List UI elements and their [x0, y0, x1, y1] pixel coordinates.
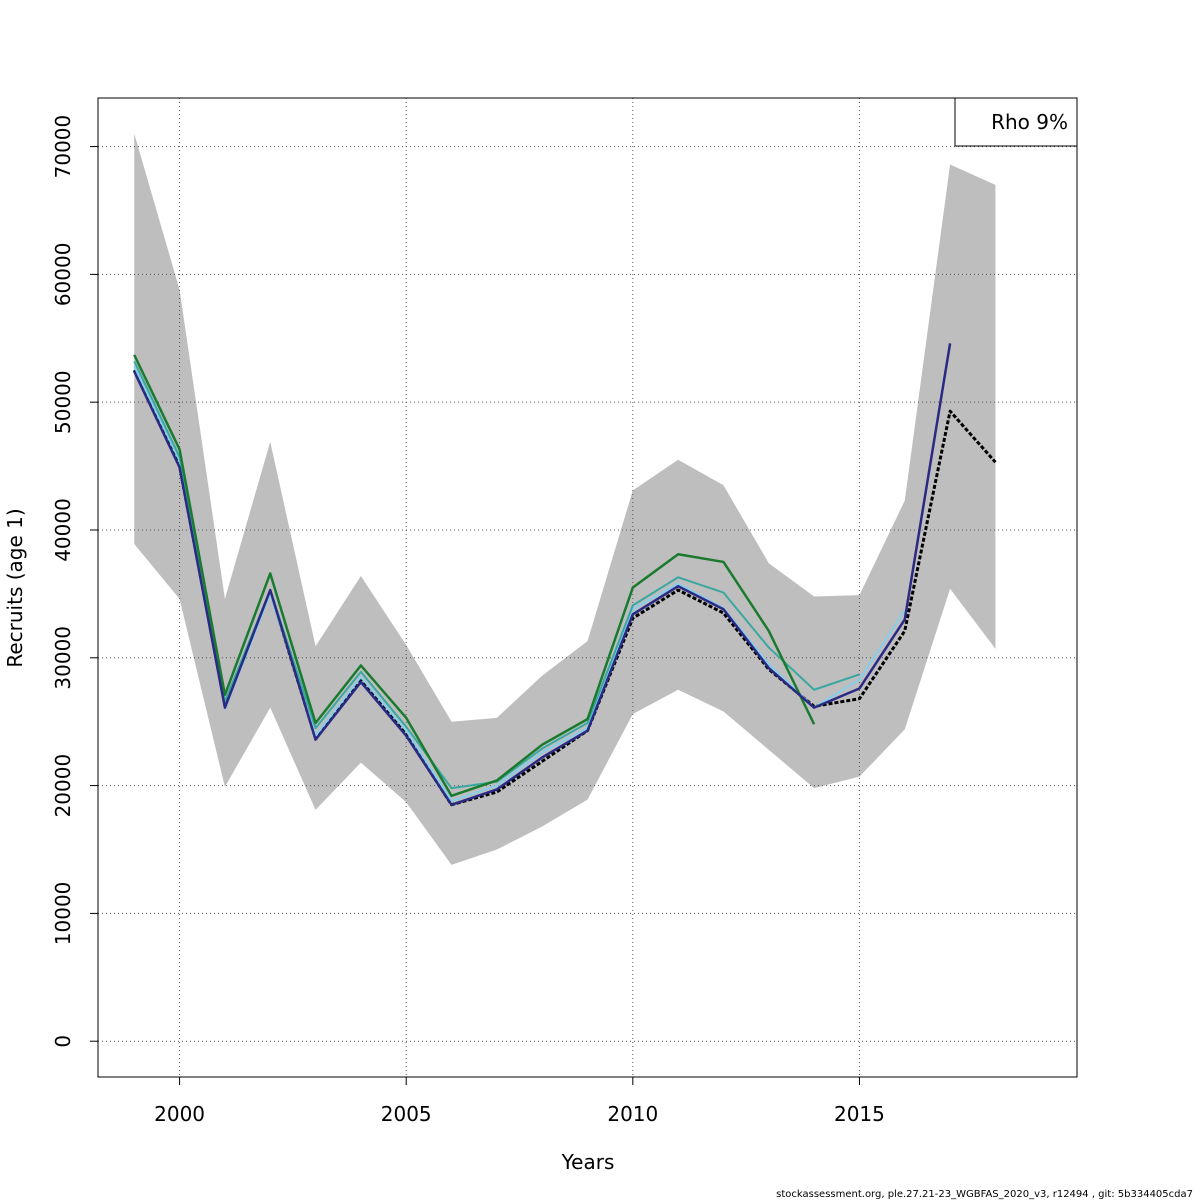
y-tick-label: 0: [51, 1035, 75, 1048]
y-tick-label: 10000: [51, 882, 75, 946]
confidence-band-layer: [134, 133, 996, 865]
series-line-4: [133, 354, 816, 798]
y-tick-label: 60000: [51, 243, 75, 307]
series-line-1: [132, 369, 997, 807]
confidence-band: [134, 133, 996, 865]
x-tick-label: 2010: [607, 1102, 658, 1126]
legend-box: Rho 9%: [954, 97, 1078, 147]
footer-note: stockassessment.org, ple.27.21-23_WGBFAS…: [776, 1189, 1193, 1200]
y-tick-label: 70000: [51, 115, 75, 179]
plot-frame: [97, 97, 1078, 1078]
series-line-5: [133, 343, 952, 807]
x-tick-label: 2015: [834, 1102, 885, 1126]
y-tick-label: 30000: [51, 626, 75, 690]
y-tick-label: 50000: [51, 370, 75, 434]
axis-layer: 2000 2005 2010 2015 0 10000 20000 30000 40000 500…: [51, 115, 885, 1126]
y-tick-label: 40000: [51, 498, 75, 562]
legend-text: Rho 9%: [991, 110, 1068, 134]
y-axis-title: Recruits (age 1): [3, 508, 27, 667]
x-tick-label: 2005: [381, 1102, 432, 1126]
x-axis-title: Years: [561, 1150, 615, 1174]
y-tick-label: 20000: [51, 754, 75, 818]
series-layer: [132, 343, 997, 807]
x-tick-label: 2000: [154, 1102, 205, 1126]
